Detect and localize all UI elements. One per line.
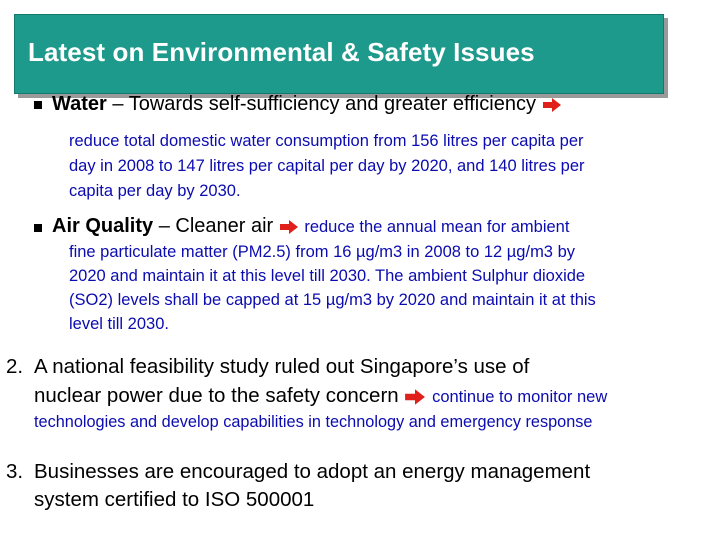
right-arrow-icon (542, 97, 561, 112)
air-quality-heading-bold: Air Quality (52, 215, 154, 237)
square-bullet-icon (34, 224, 42, 232)
water-detail-line-2: day in 2008 to 147 litres per capital pe… (69, 157, 585, 175)
item-2-line-1: A national feasibility study ruled out S… (34, 355, 530, 378)
air-detail-line-4: level till 2030. (69, 315, 169, 333)
square-bullet-icon (34, 101, 42, 109)
air-detail-line-2: 2020 and maintain it at this level till … (69, 267, 586, 285)
water-heading: Water – Towards self-sufficiency and gre… (52, 93, 562, 116)
water-detail-line-3: capita per day by 2030. (69, 182, 241, 200)
air-quality-inline-detail: reduce the annual mean for ambient (304, 218, 570, 236)
item-3-line-2: system certified to ISO 500001 (34, 488, 315, 511)
title-bar: Latest on Environmental & Safety Issues (14, 14, 664, 94)
water-detail-line-1: reduce total domestic water consumption … (69, 132, 584, 150)
item-3-line-1: Businesses are encouraged to adopt an en… (34, 460, 591, 483)
air-quality-heading-rest: – Cleaner air (153, 215, 274, 237)
item-2-detail-line: technologies and develop capabilities in… (34, 413, 593, 431)
item-2-number: 2. (6, 355, 24, 378)
air-detail-line-1: fine particulate matter (PM2.5) from 16 … (69, 243, 575, 261)
right-arrow-icon (279, 219, 298, 234)
right-arrow-icon (405, 388, 426, 405)
water-heading-bold: Water (52, 93, 107, 115)
slide-title: Latest on Environmental & Safety Issues (28, 37, 535, 67)
item-2-line-2-wrap: nuclear power due to the safety concern … (34, 384, 607, 408)
item-2-line-2: nuclear power due to the safety concern (34, 384, 399, 407)
air-quality-heading: Air Quality – Cleaner air reduce the ann… (52, 215, 569, 238)
air-detail-line-3: (SO2) levels shall be capped at 15 µg/m3… (69, 291, 596, 309)
item-2-inline-detail: continue to monitor new (432, 388, 608, 406)
item-3-number: 3. (6, 460, 24, 483)
water-heading-rest: – Towards self-sufficiency and greater e… (106, 93, 536, 115)
